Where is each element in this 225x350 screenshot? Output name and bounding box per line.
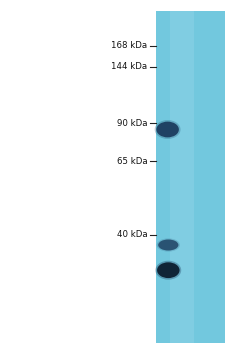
Text: 40 kDa: 40 kDa bbox=[117, 230, 147, 239]
Text: 168 kDa: 168 kDa bbox=[111, 41, 147, 50]
Ellipse shape bbox=[155, 261, 181, 280]
Ellipse shape bbox=[155, 120, 180, 139]
Ellipse shape bbox=[157, 238, 180, 252]
Ellipse shape bbox=[156, 122, 179, 137]
Text: 65 kDa: 65 kDa bbox=[117, 156, 147, 166]
Text: 144 kDa: 144 kDa bbox=[111, 62, 147, 71]
Bar bbox=[170, 10, 194, 343]
Bar bbox=[156, 10, 225, 343]
Ellipse shape bbox=[158, 239, 178, 251]
Ellipse shape bbox=[157, 262, 180, 278]
Text: 90 kDa: 90 kDa bbox=[117, 119, 147, 128]
